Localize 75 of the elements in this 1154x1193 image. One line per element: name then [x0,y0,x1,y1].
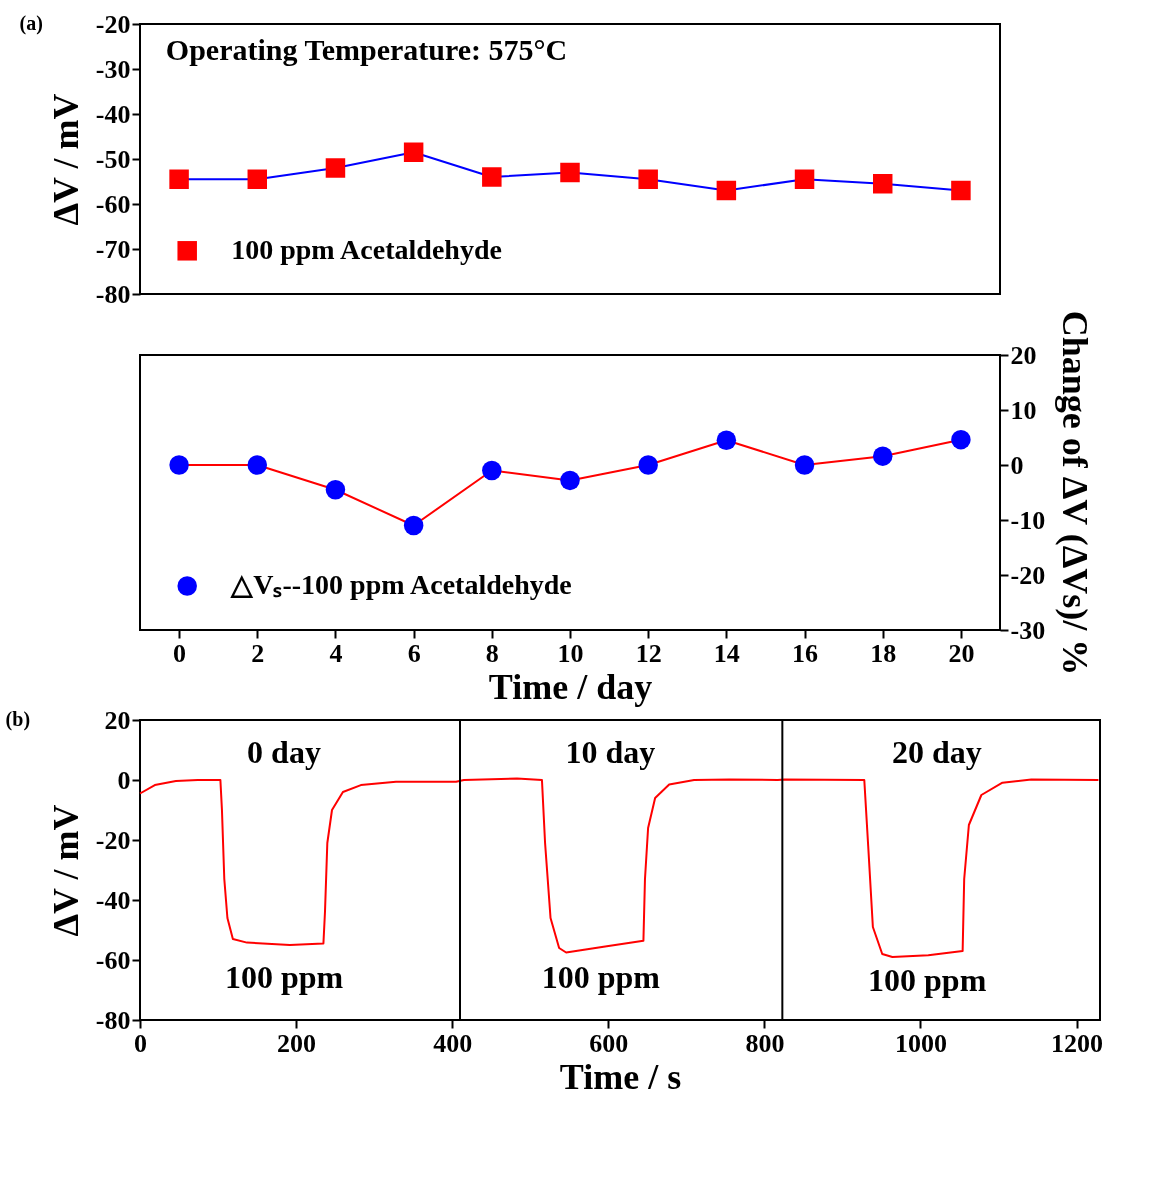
y-tick-label: -20 [95,9,131,39]
y-tick-label: -60 [95,189,131,219]
point [716,430,737,450]
x-tick-label: 16 [792,638,819,668]
x-tick-label: 0 [173,638,187,668]
text: (b) [5,708,31,731]
annotation: 100 ppm [541,959,661,995]
y2-tick-label: 20 [1010,340,1037,370]
point [560,162,580,183]
y2-axis-title: Change of ΔV (ΔVs)/ % [1055,310,1096,676]
x-tick-label: 800 [745,1028,785,1058]
y-tick-label: -80 [95,1005,131,1035]
y-tick-label: -80 [95,279,131,309]
y-tick-label: 20 [104,705,131,735]
y-tick-label: -70 [95,234,131,264]
annotation: 100 ppm [224,959,344,995]
x-tick-label: 6 [407,638,421,668]
y-tick-label: -40 [95,885,131,915]
annotation: Operating Temperature: 575°C [165,33,568,66]
x-tick-label: 10 [557,638,584,668]
y-tick-label: -40 [95,99,131,129]
annotation: 100 ppm [868,962,987,998]
y2-tick-label: 0 [1010,450,1024,480]
y2-tick-label: -30 [1010,615,1046,645]
x-tick-label: 14 [713,638,740,668]
annotation: 10 day [565,734,656,770]
point [403,515,424,536]
point [403,142,424,162]
y-tick-label: -50 [95,144,131,174]
x-tick-label: 8 [485,638,499,668]
point [325,480,346,500]
text: (a) [19,12,43,35]
y2-tick-label: 10 [1010,395,1037,425]
annotation: 0 day [247,734,321,770]
y-tick-label: -60 [95,945,131,975]
point [794,169,815,189]
point [482,460,502,481]
y-tick-label: 0 [117,765,131,795]
x-tick-label: 12 [635,638,662,668]
point [638,455,658,475]
x-tick-label: 18 [870,638,897,668]
x-tick-label: 4 [329,638,343,668]
point [951,180,971,201]
point [169,455,189,475]
point [872,446,893,466]
x-tick-label: 1200 [1051,1028,1104,1058]
point [638,169,658,189]
y-axis-title: ΔV / mV [45,804,86,937]
x-tick-label: 200 [277,1028,317,1058]
x-axis-title: Time / s [559,1056,682,1097]
x-tick-label: 600 [589,1028,629,1058]
point [872,174,893,194]
x-tick-label: 400 [433,1028,473,1058]
x-tick-label: 2 [251,638,265,668]
x-tick-label: 1000 [894,1028,947,1058]
point [247,169,268,189]
legend-label: 100 ppm Acetaldehyde [231,233,502,265]
y-axis-title: ΔV / mV [45,93,86,226]
point [560,470,580,491]
point [951,429,971,450]
x-axis-title: Time / day [488,666,653,707]
legend-label: △Vₛ--100 ppm Acetaldehyde [230,569,572,600]
y-tick-label: -30 [95,54,131,84]
point [325,158,346,178]
point [794,455,815,475]
point [247,455,268,475]
y2-tick-label: -20 [1010,560,1046,590]
point [716,180,737,201]
point [169,169,189,189]
point [482,167,502,187]
annotation: 20 day [891,734,982,770]
y-tick-label: -20 [95,825,131,855]
line-series [139,777,1100,958]
x-tick-label: 20 [948,638,975,668]
y2-tick-label: -10 [1010,505,1046,535]
